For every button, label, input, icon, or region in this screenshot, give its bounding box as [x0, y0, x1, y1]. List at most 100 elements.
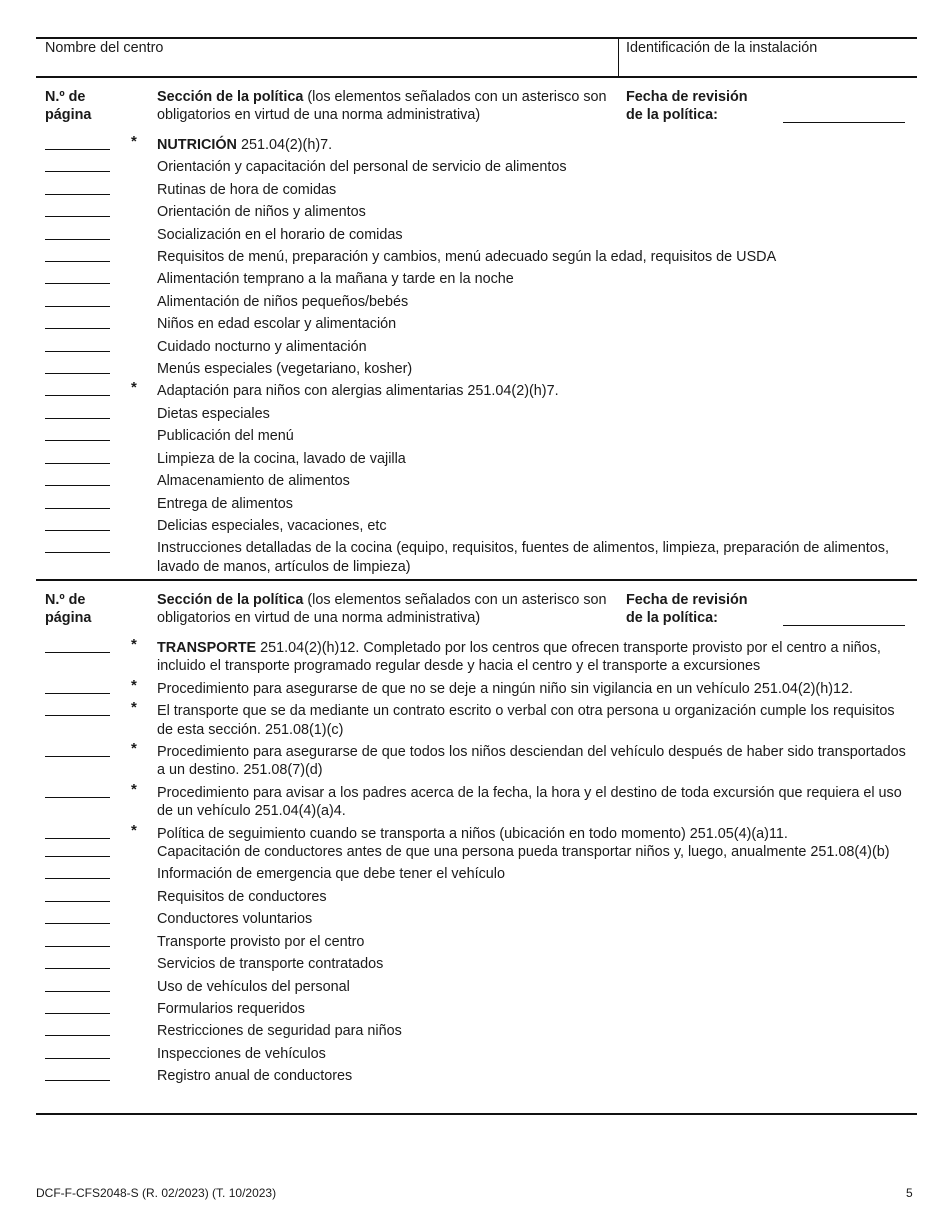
page-number-field[interactable] — [45, 328, 110, 330]
policy-item-text: Procedimiento para avisar a los padres a… — [157, 784, 912, 821]
policy-item-description: Menús especiales (vegetariano, kosher) — [157, 361, 413, 378]
page-number-field[interactable] — [45, 837, 110, 839]
page-number-field[interactable] — [45, 990, 110, 992]
policy-item-title: NUTRICIÓN — [157, 137, 237, 153]
page-number-field[interactable] — [45, 193, 110, 195]
revision-date-field[interactable] — [783, 122, 905, 123]
policy-item-text: Adaptación para niños con alergias alime… — [157, 382, 912, 400]
policy-item-row: Requisitos de menú, preparación y cambio… — [36, 244, 917, 266]
policy-item-text: Orientación y capacitación del personal … — [157, 158, 912, 176]
policy-item-row: * Procedimiento para asegurarse de que no… — [36, 676, 917, 698]
page-number-field[interactable] — [45, 796, 110, 798]
policy-item-row: * NUTRICIÓN 251.04(2)(h)7. — [36, 132, 917, 154]
policy-item-text: TRANSPORTE 251.04(2)(h)12. Completado po… — [157, 639, 912, 676]
policy-item-description: Procedimiento para avisar a los padres a… — [157, 784, 902, 820]
page-number-field[interactable] — [45, 1012, 110, 1014]
page-number-field[interactable] — [45, 283, 110, 285]
policy-item-row: Inspecciones de vehículos — [36, 1041, 917, 1063]
page-number-field[interactable] — [45, 305, 110, 307]
required-asterisk: * — [131, 780, 137, 798]
page-number-field[interactable] — [45, 440, 110, 442]
page-number: 5 — [906, 1186, 913, 1200]
page-number-field[interactable] — [45, 945, 110, 947]
page-number-field[interactable] — [45, 1057, 110, 1059]
policy-item-row: * Adaptación para niños con alergias alim… — [36, 378, 917, 400]
policy-item-description: Información de emergencia que debe tener… — [157, 866, 505, 883]
page-number-field[interactable] — [45, 149, 110, 150]
page-number-field[interactable] — [45, 507, 110, 509]
policy-item-text: Delicias especiales, vacaciones, etc — [157, 517, 912, 535]
page-number-column-header: N.º de página — [45, 89, 92, 124]
policy-item-text: NUTRICIÓN 251.04(2)(h)7. — [157, 136, 912, 154]
divider — [36, 76, 917, 78]
policy-item-row: Dietas especiales — [36, 401, 917, 423]
policy-item-text: Información de emergencia que debe tener… — [157, 865, 912, 883]
policy-item-row: Orientación y capacitación del personal … — [36, 154, 917, 176]
policy-item-description: Servicios de transporte contratados — [157, 956, 384, 973]
page-number-field[interactable] — [45, 529, 110, 531]
facility-id-label: Identificación de la instalación — [626, 40, 818, 56]
policy-item-row: Orientación de niños y alimentos — [36, 199, 917, 221]
policy-item-description: Delicias especiales, vacaciones, etc — [157, 517, 387, 534]
page-number-field[interactable] — [45, 756, 110, 758]
policy-item-description: Alimentación de niños pequeños/bebés — [157, 293, 409, 310]
policy-item-description: Uso de vehículos del personal — [157, 978, 350, 995]
page-number-field[interactable] — [45, 417, 110, 419]
page-number-field[interactable] — [45, 923, 110, 925]
policy-item-row: Información de emergencia que debe tener… — [36, 861, 917, 883]
policy-item-row: Limpieza de la cocina, lavado de vajilla — [36, 446, 917, 468]
policy-section-note: (los elementos señalados con un asterisc… — [157, 592, 607, 627]
policy-item-row: * El transporte que se da mediante un con… — [36, 698, 917, 739]
policy-item-description: Procedimiento para asegurarse de que no … — [157, 680, 854, 697]
policy-item-row: Capacitación de conductores antes de que… — [36, 843, 917, 861]
policy-item-description: Procedimiento para asegurarse de que tod… — [157, 744, 906, 779]
page-number-field[interactable] — [45, 261, 110, 263]
policy-item-text: Publicación del menú — [157, 427, 912, 445]
policy-item-text: Registro anual de conductores — [157, 1067, 912, 1085]
revision-date-field[interactable] — [783, 625, 905, 626]
page-number-field[interactable] — [45, 462, 110, 464]
revision-date-label: Fecha de revisión de la política: — [626, 89, 748, 124]
center-name-label: Nombre del centro — [45, 40, 164, 56]
page-number-field[interactable] — [45, 1080, 110, 1082]
policy-item-description: Entrega de alimentos — [157, 495, 293, 512]
page-number-field[interactable] — [45, 350, 110, 352]
page-number-field[interactable] — [45, 652, 110, 653]
policy-item-row: Alimentación temprano a la mañana y tard… — [36, 266, 917, 288]
policy-item-text: Alimentación temprano a la mañana y tard… — [157, 270, 912, 288]
policy-item-text: Socialización en el horario de comidas — [157, 226, 912, 244]
policy-item-row: Almacenamiento de alimentos — [36, 468, 917, 490]
page-number-field[interactable] — [45, 485, 110, 487]
page-number-field[interactable] — [45, 216, 110, 218]
policy-item-text: Orientación de niños y alimentos — [157, 203, 912, 221]
page-number-field[interactable] — [45, 1035, 110, 1037]
divider — [36, 579, 917, 581]
policy-item-text: Formularios requeridos — [157, 1000, 912, 1018]
page-number-field[interactable] — [45, 968, 110, 970]
policy-item-text: Dietas especiales — [157, 405, 912, 423]
page-number-field[interactable] — [45, 692, 110, 694]
policy-item-row: Menús especiales (vegetariano, kosher) — [36, 356, 917, 378]
policy-item-text: Capacitación de conductores antes de que… — [157, 843, 912, 861]
page-number-field[interactable] — [45, 900, 110, 902]
required-asterisk: * — [131, 740, 137, 758]
page-number-field[interactable] — [45, 171, 110, 173]
policy-item-text: Inspecciones de vehículos — [157, 1045, 912, 1063]
policy-item-row: Delicias especiales, vacaciones, etc — [36, 513, 917, 535]
policy-item-description: Niños en edad escolar y alimentación — [157, 316, 397, 333]
page-number-field[interactable] — [45, 395, 110, 397]
policy-item-text: El transporte que se da mediante un cont… — [157, 702, 912, 739]
policy-item-row: Transporte provisto por el centro — [36, 929, 917, 951]
policy-item-description: Instrucciones detalladas de la cocina (e… — [157, 540, 889, 575]
page-number-field[interactable] — [45, 238, 110, 240]
required-asterisk: * — [131, 636, 137, 653]
page-number-field[interactable] — [45, 373, 110, 375]
policy-item-description: Requisitos de menú, preparación y cambio… — [157, 249, 777, 266]
policy-item-text: Uso de vehículos del personal — [157, 978, 912, 996]
page-number-field[interactable] — [45, 715, 110, 717]
policy-item-row: Conductores voluntarios — [36, 906, 917, 928]
page-number-field[interactable] — [45, 878, 110, 880]
policy-item-row: Alimentación de niños pequeños/bebés — [36, 289, 917, 311]
page-number-field[interactable] — [45, 552, 110, 554]
page-number-field[interactable] — [45, 856, 110, 858]
